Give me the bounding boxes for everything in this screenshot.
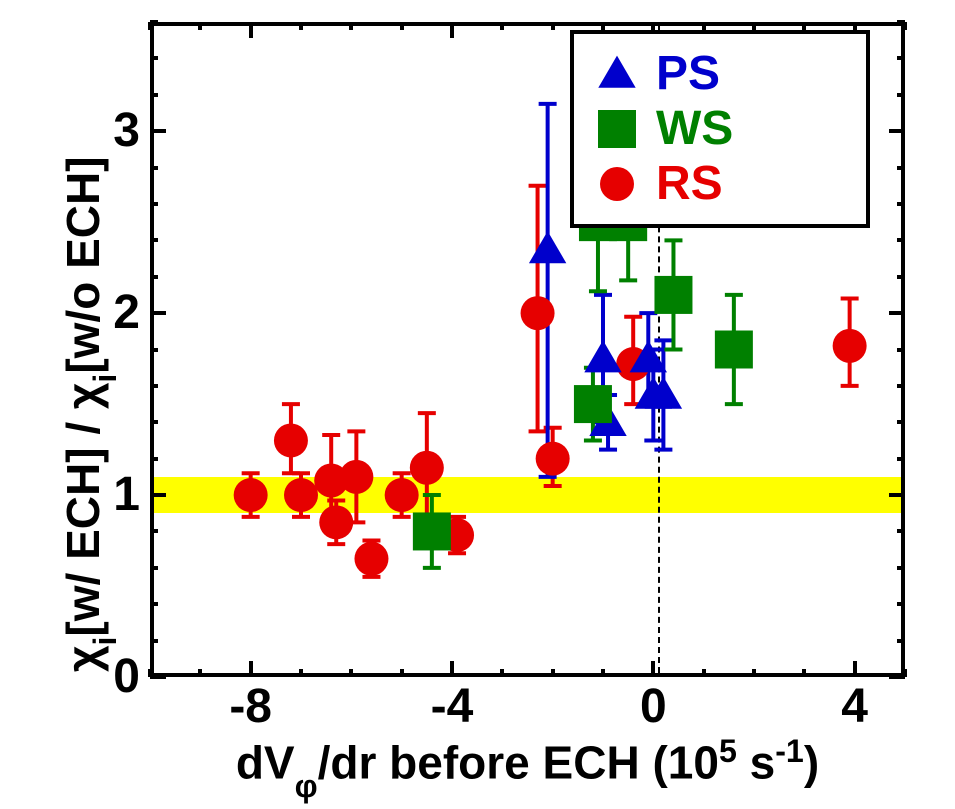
- tick: [400, 22, 404, 30]
- tick: [897, 238, 905, 242]
- tick: [889, 675, 905, 679]
- tick: [802, 22, 806, 30]
- tick: [150, 675, 166, 679]
- tick: [897, 602, 905, 606]
- tick: [150, 602, 158, 606]
- x-tick-label: 4: [825, 683, 885, 731]
- tick: [450, 22, 454, 38]
- tick: [897, 529, 905, 533]
- legend-label: WS: [656, 105, 733, 153]
- scatter-chart: dVφ/dr before ECH (105 s-1) χi[w/ ECH] /…: [0, 0, 955, 809]
- legend-item-rs: RS: [592, 159, 848, 209]
- tick: [198, 669, 202, 677]
- tick: [897, 639, 905, 643]
- tick: [150, 457, 158, 461]
- tick: [853, 661, 857, 677]
- legend-label: PS: [656, 50, 720, 98]
- tick: [349, 669, 353, 677]
- x-axis-label: dVφ/dr before ECH (105 s-1): [150, 735, 905, 794]
- y-tick-label: 3: [113, 107, 140, 155]
- tick: [150, 311, 166, 315]
- tick: [802, 669, 806, 677]
- tick: [897, 93, 905, 97]
- tick: [889, 493, 905, 497]
- tick: [897, 566, 905, 570]
- legend-label: RS: [656, 160, 723, 208]
- legend-item-ps: PS: [592, 49, 848, 99]
- y-tick-label: 2: [113, 289, 140, 337]
- tick: [150, 348, 158, 352]
- x-tick-label: -4: [422, 683, 482, 731]
- legend-item-ws: WS: [592, 104, 848, 154]
- tick: [601, 22, 605, 30]
- tick: [249, 661, 253, 677]
- tick: [897, 457, 905, 461]
- tick: [150, 639, 158, 643]
- tick: [198, 22, 202, 30]
- tick: [702, 669, 706, 677]
- tick: [897, 166, 905, 170]
- tick: [752, 669, 756, 677]
- y-tick-label: 0: [113, 653, 140, 701]
- tick: [150, 166, 158, 170]
- tick: [150, 566, 158, 570]
- tick: [150, 93, 158, 97]
- tick: [150, 493, 166, 497]
- tick: [889, 129, 905, 133]
- tick: [897, 384, 905, 388]
- tick: [551, 669, 555, 677]
- tick: [551, 22, 555, 30]
- tick: [150, 275, 158, 279]
- x-tick-label: -8: [221, 683, 281, 731]
- tick: [150, 420, 158, 424]
- tick: [500, 22, 504, 30]
- tick: [150, 384, 158, 388]
- tick: [702, 22, 706, 30]
- tick: [150, 56, 158, 60]
- tick: [897, 202, 905, 206]
- tick: [500, 669, 504, 677]
- tick: [897, 56, 905, 60]
- tick: [897, 420, 905, 424]
- tick: [249, 22, 253, 38]
- tick: [601, 669, 605, 677]
- tick: [752, 22, 756, 30]
- legend: PS WS RS: [570, 30, 870, 228]
- tick: [450, 661, 454, 677]
- tick: [150, 529, 158, 533]
- tick: [150, 202, 158, 206]
- tick: [150, 238, 158, 242]
- tick: [150, 129, 166, 133]
- tick: [299, 22, 303, 30]
- x-tick-label: 0: [623, 683, 683, 731]
- tick: [897, 348, 905, 352]
- tick: [897, 20, 905, 24]
- reference-band: [154, 477, 901, 513]
- tick: [150, 20, 158, 24]
- tick: [897, 275, 905, 279]
- tick: [299, 669, 303, 677]
- tick: [400, 669, 404, 677]
- tick: [651, 661, 655, 677]
- y-tick-label: 1: [113, 471, 140, 519]
- tick: [889, 311, 905, 315]
- tick: [349, 22, 353, 30]
